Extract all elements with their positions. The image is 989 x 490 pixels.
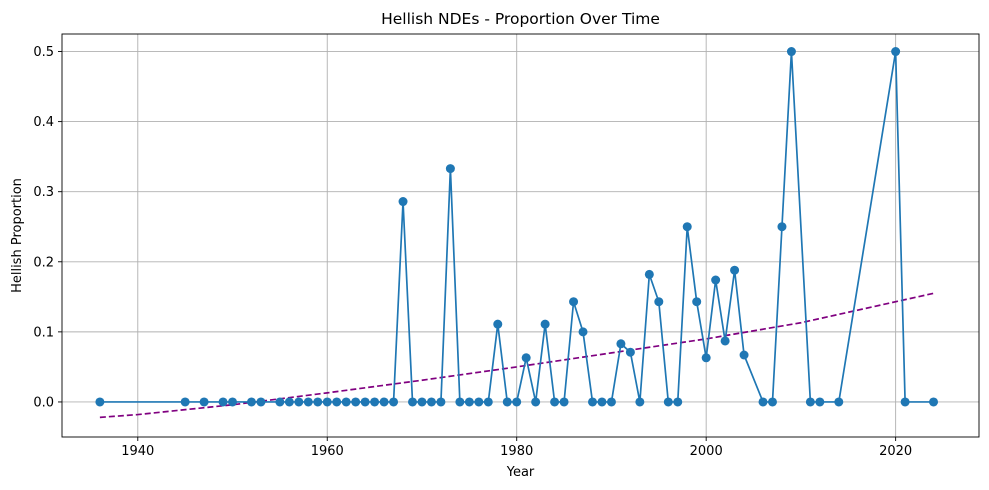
data-point (730, 265, 740, 275)
data-point (455, 397, 465, 407)
x-tick-label: 1940 (121, 444, 154, 459)
data-point (474, 397, 484, 407)
data-point (445, 164, 455, 174)
y-axis-label: Hellish Proportion (10, 178, 25, 293)
chart-title: Hellish NDEs - Proportion Over Time (381, 10, 660, 28)
data-point (436, 397, 446, 407)
data-point (303, 397, 313, 407)
data-point (739, 350, 749, 360)
data-point (625, 347, 635, 357)
data-point (777, 222, 787, 232)
trend-line (99, 292, 934, 419)
data-point (644, 269, 654, 279)
data-point (360, 397, 370, 407)
data-point (587, 397, 597, 407)
data-point (929, 397, 939, 407)
data-point (464, 397, 474, 407)
data-point (199, 397, 209, 407)
data-point (682, 222, 692, 232)
y-tick-label: 0.3 (33, 185, 54, 200)
data-point (758, 397, 768, 407)
data-point (701, 353, 711, 363)
data-point (692, 297, 702, 307)
data-point (654, 297, 664, 307)
x-tick-label: 1980 (500, 444, 533, 459)
data-point (294, 397, 304, 407)
data-point (408, 397, 418, 407)
data-point (531, 397, 541, 407)
data-point (218, 397, 228, 407)
plot-frame (61, 33, 980, 438)
data-point (370, 397, 380, 407)
data-point (786, 47, 796, 57)
data-point (246, 397, 256, 407)
data-point (550, 397, 560, 407)
data-point (720, 336, 730, 346)
data-point (313, 397, 323, 407)
data-point (426, 397, 436, 407)
y-tick-label: 0.5 (33, 45, 54, 60)
data-point (502, 397, 512, 407)
data-point (815, 397, 825, 407)
x-axis-label: Year (506, 465, 535, 480)
data-point (606, 397, 616, 407)
data-point (322, 397, 332, 407)
data-point (256, 397, 266, 407)
data-point (900, 397, 910, 407)
data-point (341, 397, 351, 407)
data-point (767, 397, 777, 407)
data-point (569, 297, 579, 307)
data-point (389, 397, 399, 407)
data-point (512, 397, 522, 407)
data-point (379, 397, 389, 407)
y-tick-label: 0.4 (33, 115, 54, 130)
axis-ticks: 1940 1960 1980 2000 2020 0.0 0.1 0.2 0.3 0.4 0.5 (33, 45, 912, 459)
data-point (351, 397, 361, 407)
data-point (834, 397, 844, 407)
data-point (228, 397, 238, 407)
data-point (521, 353, 531, 363)
y-tick-label: 0.0 (33, 395, 54, 410)
data-point (95, 397, 105, 407)
x-tick-label: 1960 (311, 444, 344, 459)
data-point (559, 397, 569, 407)
data-point (891, 47, 901, 57)
y-tick-label: 0.1 (33, 325, 54, 340)
data-point (578, 327, 588, 337)
data-point (483, 397, 493, 407)
data-point (180, 397, 190, 407)
data-point (663, 397, 673, 407)
data-point (805, 397, 815, 407)
data-point (616, 339, 626, 349)
data-series (95, 47, 939, 407)
data-point (275, 397, 285, 407)
data-point (540, 319, 550, 329)
data-point (597, 397, 607, 407)
data-point (398, 197, 408, 207)
data-point (673, 397, 683, 407)
trend-line-path (99, 292, 934, 419)
x-tick-label: 2020 (879, 444, 912, 459)
data-point (711, 275, 721, 285)
x-tick-label: 2000 (690, 444, 723, 459)
data-point (635, 397, 645, 407)
data-point (284, 397, 294, 407)
data-point (332, 397, 342, 407)
data-point (493, 319, 503, 329)
data-point (417, 397, 427, 407)
y-tick-label: 0.2 (33, 255, 54, 270)
